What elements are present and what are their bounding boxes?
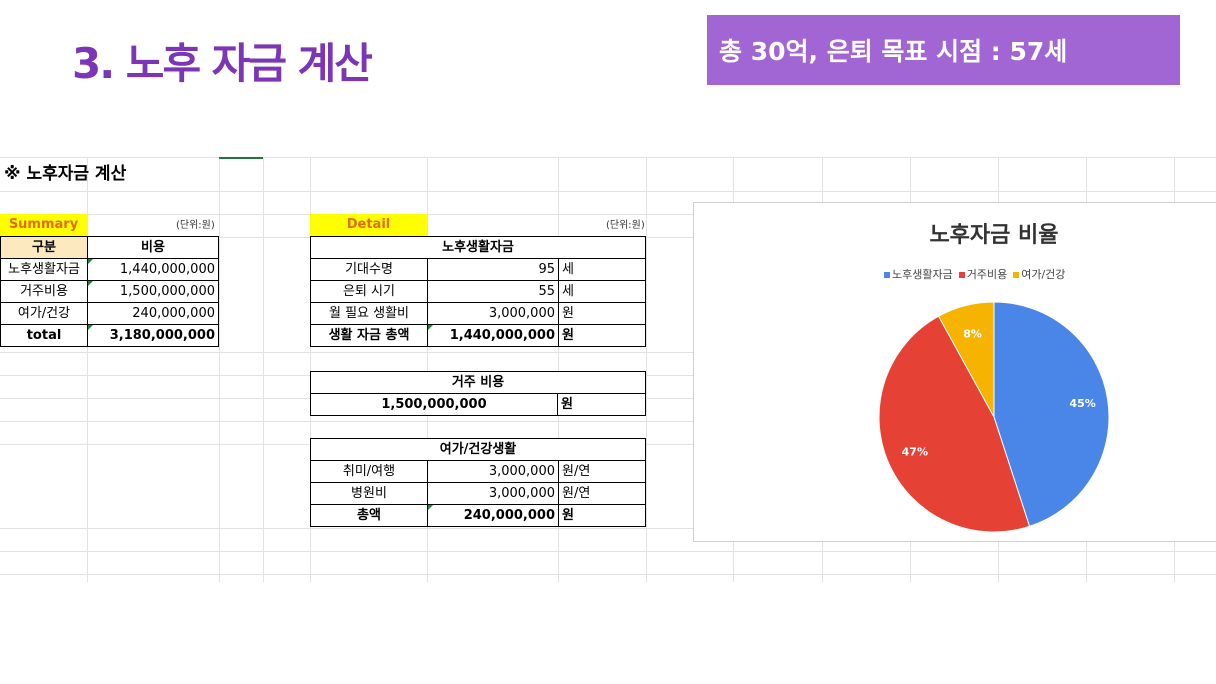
leisure-total-value[interactable]: 240,000,000 xyxy=(427,504,559,527)
pie-slice-label: 47% xyxy=(902,445,928,458)
legend-label: 거주비용 xyxy=(966,268,1008,281)
legend-item: 거주비용 xyxy=(958,266,1008,282)
summary-header-cost[interactable]: 비용 xyxy=(87,236,219,259)
table-row[interactable]: 병원비 3,000,000 원/연 xyxy=(310,482,646,505)
summary-unit: (단위:원) xyxy=(176,220,215,231)
living-row-name[interactable]: 월 필요 생활비 xyxy=(310,302,428,325)
housing-cost-table[interactable]: 거주 비용 1,500,000,000 원 xyxy=(310,371,646,416)
table-row[interactable]: 기대수명 95 세 xyxy=(310,258,646,281)
pie-slice-1[interactable] xyxy=(993,301,1110,528)
legend-label: 노후생활자금 xyxy=(892,268,953,281)
detail-label[interactable]: Detail xyxy=(310,214,427,236)
leisure-total-unit[interactable]: 원 xyxy=(558,504,646,527)
living-row-unit[interactable]: 원 xyxy=(558,302,646,325)
table-row[interactable]: 생활 자금 총액 1,440,000,000 원 xyxy=(310,324,646,347)
leisure-row-name[interactable]: 취미/여행 xyxy=(310,460,428,483)
table-row[interactable]: 여가/건강 240,000,000 xyxy=(0,302,219,325)
sheet-heading: ※ 노후자금 계산 xyxy=(4,164,127,184)
leisure-row-value[interactable]: 3,000,000 xyxy=(427,460,559,483)
leisure-row-unit[interactable]: 원/연 xyxy=(558,460,646,483)
leisure-health-title[interactable]: 여가/건강생활 xyxy=(310,438,646,461)
leisure-row-value[interactable]: 3,000,000 xyxy=(427,482,559,505)
legend-item: 여가/건강 xyxy=(1013,266,1065,282)
table-row[interactable]: 취미/여행 3,000,000 원/연 xyxy=(310,460,646,483)
summary-header-category[interactable]: 구분 xyxy=(0,236,88,259)
table-row[interactable]: 은퇴 시기 55 세 xyxy=(310,280,646,303)
pie-slice-label: 45% xyxy=(1069,397,1095,410)
summary-row-name[interactable]: 노후생활자금 xyxy=(0,258,88,281)
detail-unit: (단위:원) xyxy=(606,220,645,231)
legend-item: 노후생활자금 xyxy=(884,266,953,282)
living-row-name[interactable]: 은퇴 시기 xyxy=(310,280,428,303)
leisure-health-table[interactable]: 여가/건강생활 취미/여행 3,000,000 원/연 병원비 3,000,00… xyxy=(310,438,646,527)
pie-slice-label: 8% xyxy=(963,327,982,340)
summary-row-value[interactable]: 1,440,000,000 xyxy=(87,258,219,281)
living-total-unit[interactable]: 원 xyxy=(558,324,646,347)
leisure-row-name[interactable]: 병원비 xyxy=(310,482,428,505)
table-row[interactable]: 총액 240,000,000 원 xyxy=(310,504,646,527)
summary-row-value[interactable]: 1,500,000,000 xyxy=(87,280,219,303)
active-cell-indicator xyxy=(219,157,263,159)
living-fund-title[interactable]: 노후생활자금 xyxy=(310,236,646,259)
summary-label[interactable]: Summary xyxy=(0,214,87,236)
summary-total-label[interactable]: total xyxy=(0,324,88,347)
living-row-value[interactable]: 55 xyxy=(427,280,559,303)
table-row[interactable]: total 3,180,000,000 xyxy=(0,324,219,347)
slide-title: 3. 노후 자금 계산 xyxy=(72,39,373,88)
living-total-value[interactable]: 1,440,000,000 xyxy=(427,324,559,347)
pie-slice-3[interactable] xyxy=(937,301,995,418)
housing-cost-value[interactable]: 1,500,000,000 xyxy=(310,393,558,416)
chart-legend: 노후생활자금 거주비용 여가/건강 xyxy=(884,266,1065,282)
pie-chart[interactable]: 노후자금 비율 노후생활자금 거주비용 여가/건강 45% 47% 8% xyxy=(693,202,1216,542)
housing-cost-title[interactable]: 거주 비용 xyxy=(310,371,646,394)
table-row[interactable]: 노후생활자금 1,440,000,000 xyxy=(0,258,219,281)
living-row-name[interactable]: 기대수명 xyxy=(310,258,428,281)
summary-row-value[interactable]: 240,000,000 xyxy=(87,302,219,325)
goal-badge: 총 30억, 은퇴 목표 시점 : 57세 xyxy=(707,15,1180,85)
summary-table[interactable]: 구분 비용 노후생활자금 1,440,000,000 거주비용 1,500,00… xyxy=(0,236,219,347)
pie-slice-2[interactable] xyxy=(878,315,1031,533)
summary-row-name[interactable]: 여가/건강 xyxy=(0,302,88,325)
chart-title: 노후자금 비율 xyxy=(929,223,1059,248)
living-row-value[interactable]: 95 xyxy=(427,258,559,281)
spreadsheet-area[interactable]: ※ 노후자금 계산 Summary (단위:원) 구분 비용 노후생활자금 1,… xyxy=(0,157,1216,582)
living-row-value[interactable]: 3,000,000 xyxy=(427,302,559,325)
leisure-row-unit[interactable]: 원/연 xyxy=(558,482,646,505)
table-row[interactable]: 1,500,000,000 원 xyxy=(310,393,646,416)
pie-plot: 45% 47% 8% xyxy=(878,301,1110,533)
leisure-total-label[interactable]: 총액 xyxy=(310,504,428,527)
living-row-unit[interactable]: 세 xyxy=(558,280,646,303)
living-row-unit[interactable]: 세 xyxy=(558,258,646,281)
summary-total-value[interactable]: 3,180,000,000 xyxy=(87,324,219,347)
living-total-label[interactable]: 생활 자금 총액 xyxy=(310,324,428,347)
housing-cost-unit[interactable]: 원 xyxy=(557,393,646,416)
summary-row-name[interactable]: 거주비용 xyxy=(0,280,88,303)
legend-label: 여가/건강 xyxy=(1021,268,1066,281)
table-row[interactable]: 월 필요 생활비 3,000,000 원 xyxy=(310,302,646,325)
table-row[interactable]: 거주비용 1,500,000,000 xyxy=(0,280,219,303)
living-fund-table[interactable]: 노후생활자금 기대수명 95 세 은퇴 시기 55 세 월 필요 생활비 3,0… xyxy=(310,236,646,347)
